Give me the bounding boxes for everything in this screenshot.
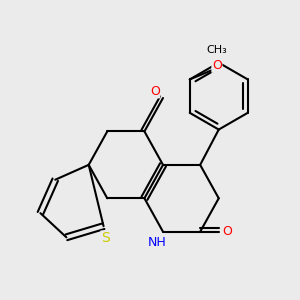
Text: O: O <box>222 225 232 238</box>
Text: O: O <box>212 59 222 72</box>
Text: O: O <box>150 85 160 98</box>
Text: S: S <box>101 231 110 245</box>
Text: CH₃: CH₃ <box>206 45 227 55</box>
Text: NH: NH <box>148 236 167 249</box>
